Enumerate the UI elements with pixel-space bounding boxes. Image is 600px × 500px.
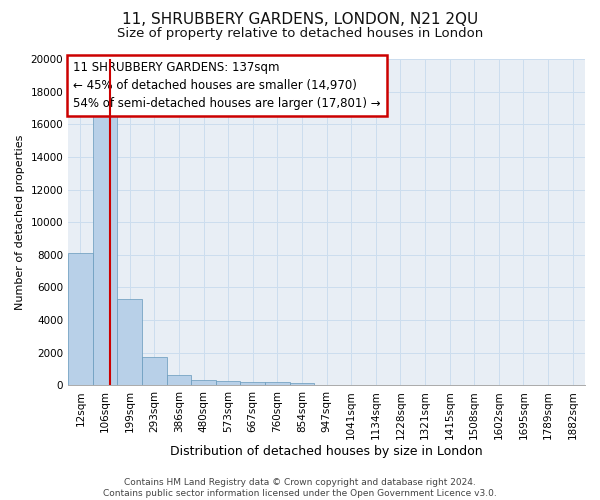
Bar <box>265 382 290 386</box>
Text: 11 SHRUBBERY GARDENS: 137sqm
← 45% of detached houses are smaller (14,970)
54% o: 11 SHRUBBERY GARDENS: 137sqm ← 45% of de… <box>73 60 381 110</box>
Text: 11, SHRUBBERY GARDENS, LONDON, N21 2QU: 11, SHRUBBERY GARDENS, LONDON, N21 2QU <box>122 12 478 28</box>
Bar <box>68 253 93 386</box>
Text: Size of property relative to detached houses in London: Size of property relative to detached ho… <box>117 28 483 40</box>
Bar <box>241 382 265 386</box>
Bar <box>93 114 118 386</box>
Bar <box>216 381 241 386</box>
Text: Contains HM Land Registry data © Crown copyright and database right 2024.
Contai: Contains HM Land Registry data © Crown c… <box>103 478 497 498</box>
Bar <box>142 357 167 386</box>
Bar <box>167 374 191 386</box>
Bar <box>290 382 314 386</box>
Bar <box>191 380 216 386</box>
Bar <box>118 299 142 386</box>
X-axis label: Distribution of detached houses by size in London: Distribution of detached houses by size … <box>170 444 483 458</box>
Y-axis label: Number of detached properties: Number of detached properties <box>15 134 25 310</box>
